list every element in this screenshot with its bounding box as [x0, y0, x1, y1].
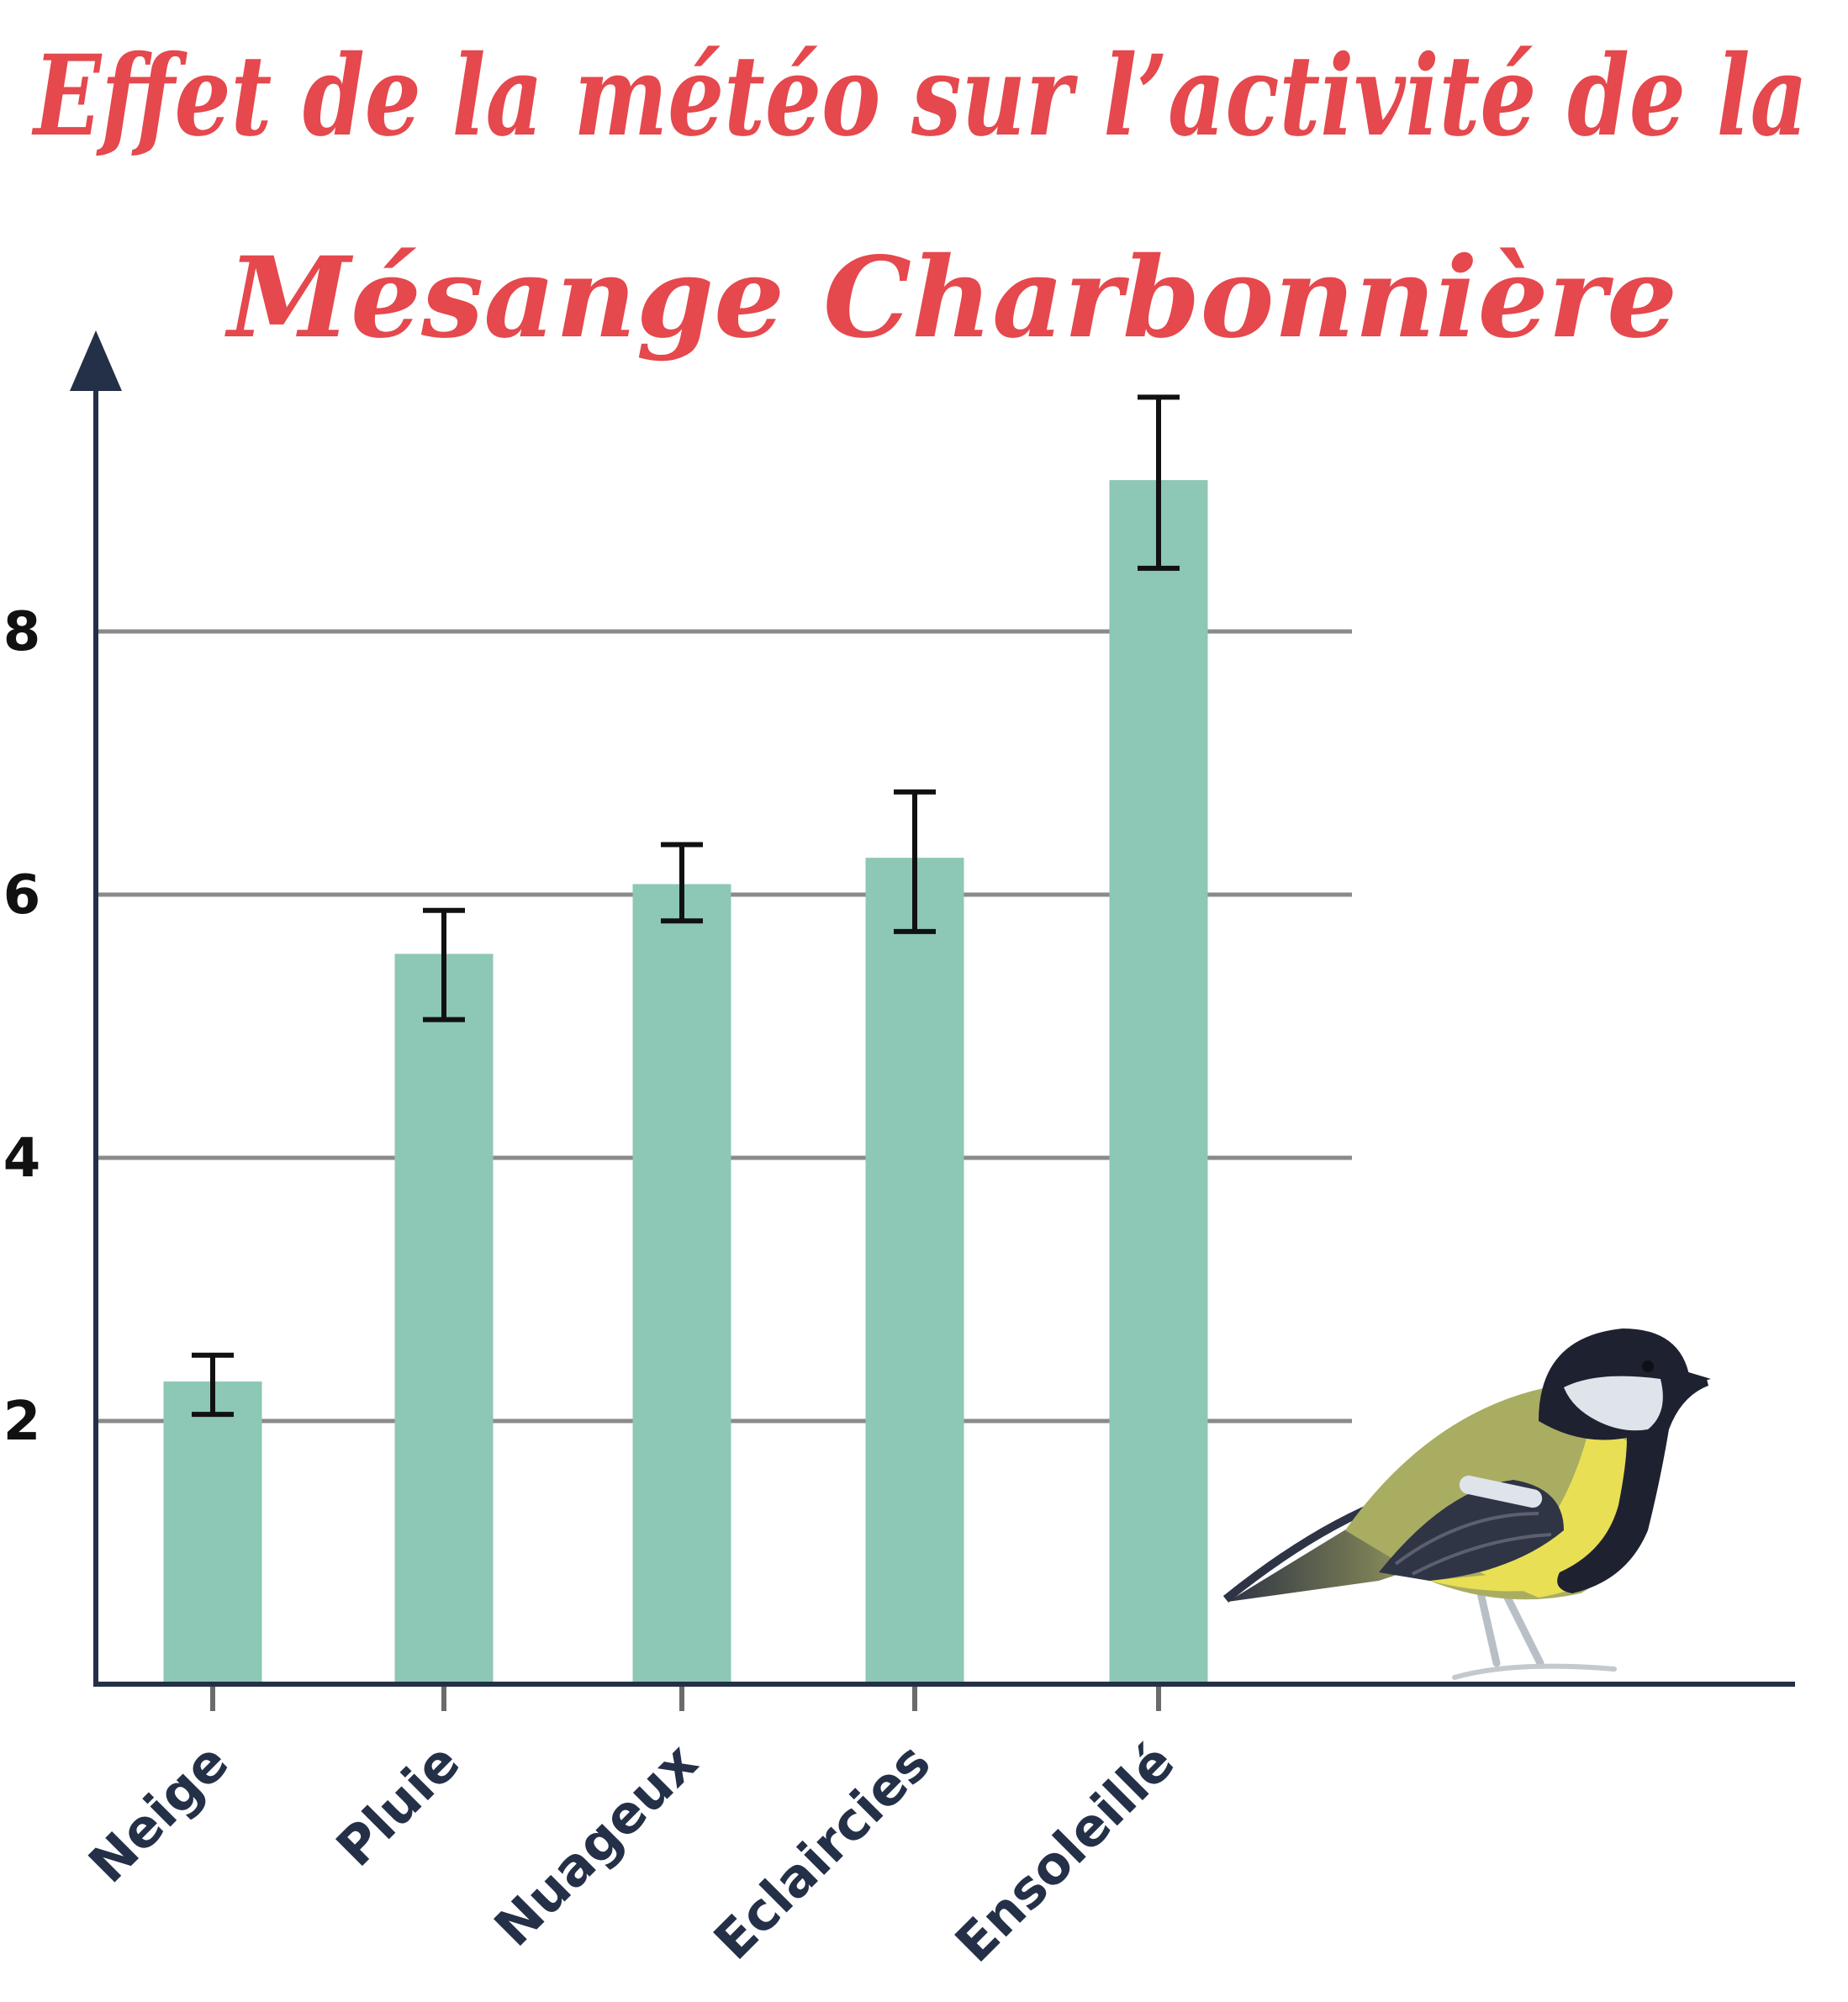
great-tit-bird-icon	[1222, 1329, 1711, 1680]
error-bar-nuageux	[661, 842, 703, 924]
x-tick-label-pluie: Pluie	[325, 1731, 472, 1878]
error-bars	[192, 394, 1180, 1418]
y-tick-label: 4	[3, 1128, 41, 1190]
bars	[163, 480, 1208, 1684]
y-axis-arrow-icon	[70, 330, 122, 391]
y-tick-label: 2	[3, 1391, 41, 1453]
bar-nuageux	[632, 884, 731, 1684]
bar-ensoleillé	[1109, 480, 1208, 1684]
y-tick-label: 6	[3, 864, 41, 927]
error-bar-pluie	[423, 907, 465, 1022]
x-ticks	[210, 1687, 1161, 1711]
chart-title-line-2: Mésange Charbonnière	[224, 233, 1677, 363]
y-tick-labels: 2 4 6 8	[3, 601, 41, 1453]
error-bar-eclaircies	[894, 789, 936, 934]
error-bar-neige	[192, 1352, 234, 1418]
chart-title-line-1: Effet de la météo sur l’activité de la	[31, 31, 1808, 161]
x-tick-label-nuageux: Nuageux	[483, 1731, 710, 1958]
axes	[70, 330, 1795, 1687]
bar-neige	[163, 1381, 262, 1684]
y-tick-label: 8	[3, 601, 41, 663]
x-tick-label-ensoleillé: Ensoleillé	[943, 1731, 1186, 1974]
x-tick-label-neige: Neige	[77, 1731, 240, 1894]
error-bar-ensoleillé	[1138, 394, 1180, 571]
bar-pluie	[394, 953, 494, 1684]
x-tick-label-eclaircies: Eclaircies	[702, 1731, 942, 1972]
bar-eclaircies	[865, 858, 964, 1684]
